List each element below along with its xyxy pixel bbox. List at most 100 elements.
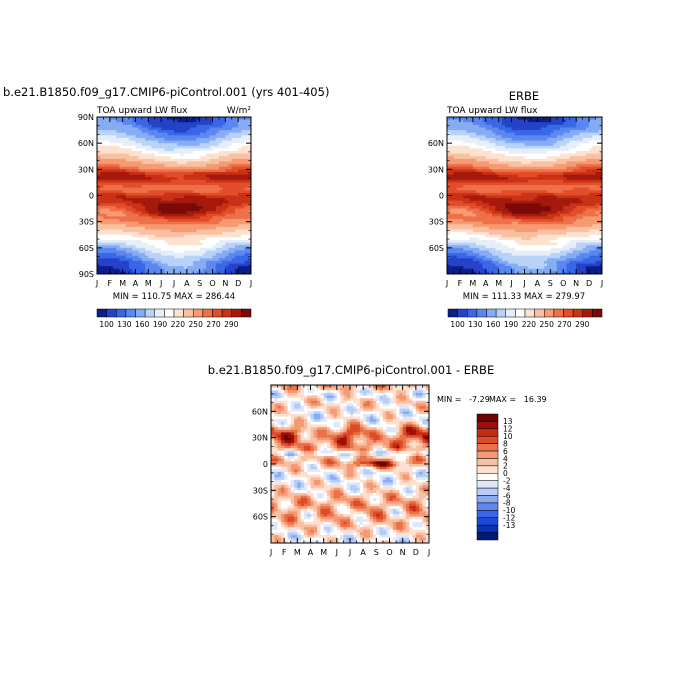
heat-cell <box>527 143 532 147</box>
heat-cell <box>193 203 198 207</box>
heat-cell <box>138 135 143 139</box>
heat-cell <box>466 203 471 207</box>
heat-cell <box>177 266 182 270</box>
heat-cell <box>234 164 239 168</box>
heat-cell <box>209 203 214 207</box>
heat-cell <box>132 143 137 147</box>
heat-cell <box>212 250 217 254</box>
heat-cell <box>537 221 542 225</box>
heat-cell <box>247 205 251 210</box>
heat-cell <box>202 127 207 131</box>
heat-cell <box>479 124 484 129</box>
heat-cell <box>244 187 249 191</box>
heat-cell <box>482 177 487 181</box>
heat-cell <box>135 266 140 270</box>
heat-cell <box>170 208 175 212</box>
heat-cell <box>106 151 111 155</box>
heat-cell <box>244 127 249 131</box>
heat-cell <box>582 192 587 197</box>
heat-cell <box>145 226 149 231</box>
heat-cell <box>456 200 461 204</box>
heat-cell <box>530 187 535 191</box>
heat-cell <box>164 124 169 129</box>
heat-cell <box>218 263 223 267</box>
heat-cell <box>151 232 156 236</box>
heat-cell <box>514 119 519 123</box>
heat-cell <box>228 127 233 131</box>
heat-cell <box>129 127 133 131</box>
heat-cell <box>543 117 548 121</box>
heat-cell <box>530 185 535 189</box>
heat-cell <box>469 185 474 189</box>
heat-cell <box>234 132 239 136</box>
heat-cell <box>479 187 484 191</box>
heat-cell <box>241 151 246 155</box>
heat-cell <box>498 127 503 131</box>
heat-cell <box>177 242 182 246</box>
heat-cell <box>113 117 117 121</box>
heat-cell <box>450 195 455 199</box>
heat-cell <box>174 266 178 270</box>
heat-cell <box>459 200 464 204</box>
heat-cell <box>508 151 513 155</box>
heat-cell <box>209 271 214 274</box>
heat-cell <box>103 166 108 170</box>
heat-cell <box>154 221 159 225</box>
heat-cell <box>148 140 153 144</box>
heat-cell <box>518 135 522 139</box>
heat-cell <box>212 263 217 267</box>
heat-cell <box>138 200 143 204</box>
heat-cell <box>524 185 529 189</box>
heat-cell <box>215 190 220 194</box>
heat-cell <box>129 271 133 274</box>
heat-cell <box>543 177 548 181</box>
heat-cell <box>167 124 172 129</box>
heat-cell <box>135 132 140 136</box>
heat-cell <box>234 169 239 173</box>
heat-cell <box>199 198 204 202</box>
heat-cell <box>508 177 513 181</box>
heat-cell <box>119 122 124 126</box>
heat-cell <box>148 187 153 191</box>
heat-cell <box>508 185 513 189</box>
heat-cell <box>556 166 561 170</box>
heat-cell <box>225 239 230 244</box>
heat-cell <box>132 140 137 144</box>
heat-cell <box>154 132 159 136</box>
heat-cell <box>129 253 133 257</box>
heat-cell <box>103 169 108 173</box>
heat-cell <box>566 187 571 191</box>
heat-cell <box>209 164 214 168</box>
heat-cell <box>145 164 149 168</box>
heat-cell <box>485 137 490 142</box>
heat-cell <box>576 130 580 134</box>
heat-cell <box>505 190 509 194</box>
heat-cell <box>161 232 165 236</box>
heat-cell <box>190 117 194 121</box>
heat-cell <box>209 158 214 163</box>
heat-cell <box>530 164 535 168</box>
heat-cell <box>447 135 451 139</box>
heat-cell <box>209 234 214 238</box>
heat-cell <box>228 221 233 225</box>
heat-cell <box>482 198 487 202</box>
colorbar-box <box>135 308 146 318</box>
heat-cell <box>569 213 574 218</box>
heat-cell <box>157 260 162 265</box>
heat-cell <box>569 171 574 176</box>
heat-cell <box>501 164 506 168</box>
heat-cell <box>459 124 464 129</box>
heat-cell <box>167 234 172 238</box>
heat-cell <box>247 258 251 262</box>
heat-cell <box>157 255 162 259</box>
heat-cell <box>161 151 165 155</box>
heat-cell <box>206 174 210 178</box>
heat-cell <box>193 237 198 241</box>
heat-cell <box>116 242 121 246</box>
heat-cell <box>125 179 130 184</box>
heat-cell <box>109 271 114 274</box>
heat-cell <box>113 224 117 228</box>
heat-cell <box>521 166 526 170</box>
heat-cell <box>482 187 487 191</box>
heat-cell <box>508 158 513 163</box>
